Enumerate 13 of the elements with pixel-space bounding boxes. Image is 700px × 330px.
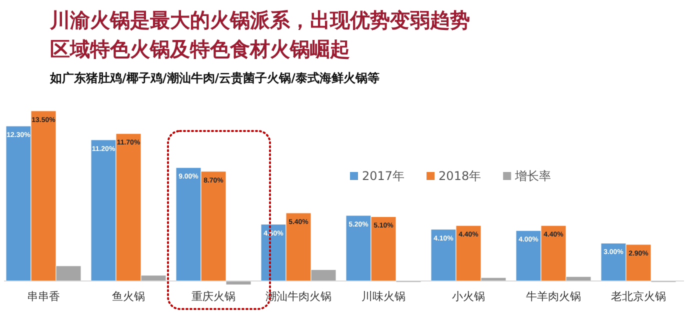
x-tick-label: 老北京火锅 bbox=[611, 290, 666, 303]
x-tick-label: 鱼火锅 bbox=[112, 290, 145, 303]
legend-label: 2018年 bbox=[438, 169, 482, 183]
x-tick-label: 川味火锅 bbox=[362, 290, 406, 303]
chart-title: 川渝火锅是最大的火锅派系，出现优势变弱趋势 bbox=[49, 8, 470, 32]
chart-subtitle: 区域特色火锅及特色食材火锅崛起 bbox=[50, 37, 350, 61]
x-tick-label: 牛羊肉火锅 bbox=[526, 290, 581, 303]
x-tick-label: 串串香 bbox=[27, 290, 60, 303]
legend-label: 增长率 bbox=[514, 169, 552, 183]
text: 如广东猪肚鸡/椰子鸡/潮汕牛肉/云贵菌子火锅/泰式海鲜火锅等 bbox=[49, 71, 380, 85]
x-tick-label: 重庆火锅 bbox=[192, 290, 236, 303]
legend-label: 2017年 bbox=[362, 169, 405, 183]
x-tick-label: 小火锅 bbox=[452, 290, 485, 303]
